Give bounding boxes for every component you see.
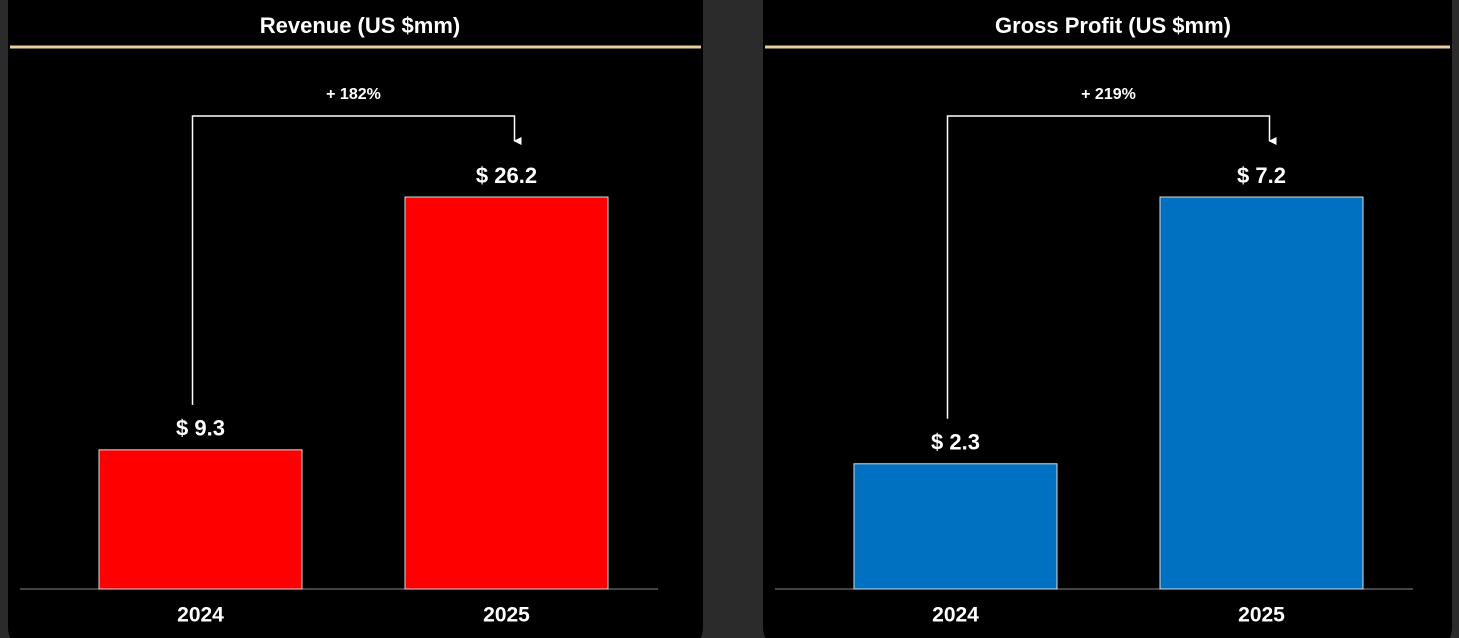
- bar: [1159, 196, 1364, 590]
- value-label: $ 26.2: [476, 163, 537, 188]
- growth-bracket: [946, 115, 1277, 419]
- x-tick-label: 2024: [177, 604, 224, 627]
- chart-title: Revenue (US $mm): [260, 13, 461, 38]
- growth-bracket: [191, 115, 522, 405]
- growth-annotation: + 182%: [326, 86, 381, 103]
- value-label: $ 7.2: [1237, 163, 1286, 188]
- chart-title: Gross Profit (US $mm): [995, 13, 1231, 38]
- bar: [404, 196, 609, 590]
- bar: [98, 449, 303, 590]
- x-tick-label: 2025: [1238, 604, 1285, 627]
- x-tick-label: 2024: [932, 604, 979, 627]
- value-label: $ 9.3: [176, 416, 225, 441]
- growth-annotation: + 219%: [1081, 86, 1136, 103]
- x-tick-label: 2025: [483, 604, 530, 627]
- bar: [853, 463, 1058, 590]
- value-label: $ 2.3: [931, 430, 980, 455]
